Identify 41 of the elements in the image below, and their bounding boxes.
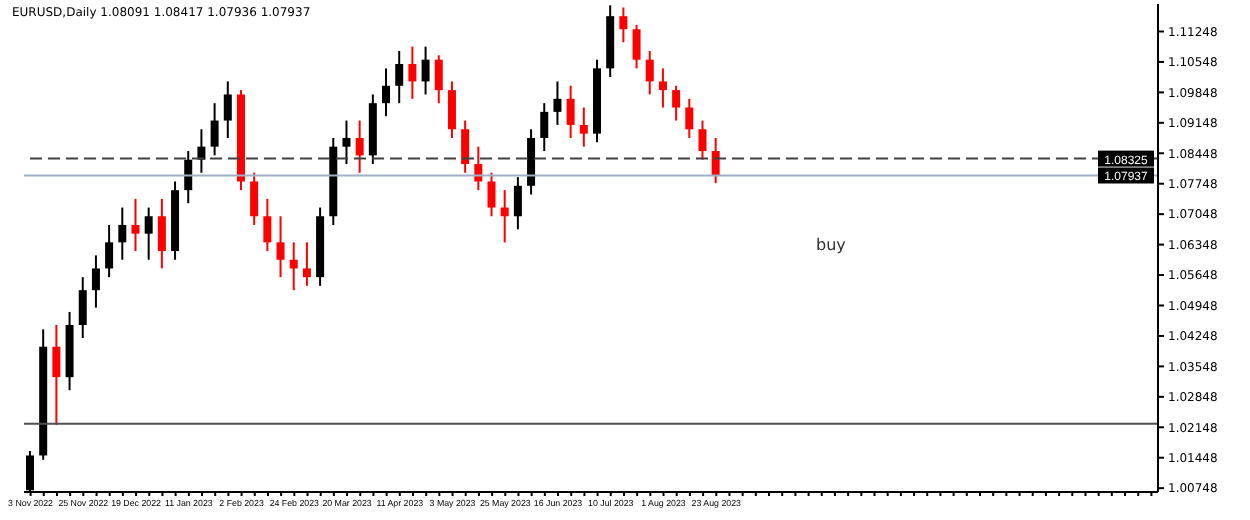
candlestick xyxy=(382,67,391,118)
candlestick xyxy=(131,197,140,253)
candlestick xyxy=(355,119,364,174)
candlestick xyxy=(619,6,628,44)
candlestick xyxy=(461,119,470,174)
candlestick xyxy=(223,80,232,139)
candlestick xyxy=(118,206,127,261)
candlestick xyxy=(566,84,575,139)
candlestick xyxy=(342,119,351,166)
candlestick xyxy=(698,119,707,161)
candlestick xyxy=(421,45,430,96)
candlestick xyxy=(500,189,509,244)
candlestick xyxy=(434,54,443,105)
candlestick xyxy=(513,176,522,231)
candlestick xyxy=(395,49,404,105)
annotation: buy xyxy=(816,236,846,254)
candlestick xyxy=(250,171,259,226)
candlestick xyxy=(685,97,694,139)
candlestick xyxy=(105,223,114,279)
candlestick xyxy=(289,241,298,292)
candlestick xyxy=(527,128,536,196)
candlestick xyxy=(144,206,153,261)
candlestick xyxy=(184,150,193,205)
candlestick xyxy=(672,84,681,122)
candlestick xyxy=(658,67,667,109)
candlestick xyxy=(408,45,417,100)
candlestick xyxy=(157,197,166,270)
candlestick xyxy=(579,106,588,148)
candlestick xyxy=(645,49,654,96)
candlestick xyxy=(276,215,285,279)
candlestick xyxy=(487,171,496,218)
candlestick xyxy=(52,323,61,427)
candlestick xyxy=(263,197,272,253)
candlestick xyxy=(210,102,219,157)
candlestick xyxy=(78,276,87,340)
candlestick xyxy=(447,80,456,139)
candlestick xyxy=(302,241,311,287)
candlestick xyxy=(632,23,641,70)
candlestick xyxy=(91,254,100,309)
candlestick xyxy=(553,80,562,126)
candlestick xyxy=(540,102,549,153)
